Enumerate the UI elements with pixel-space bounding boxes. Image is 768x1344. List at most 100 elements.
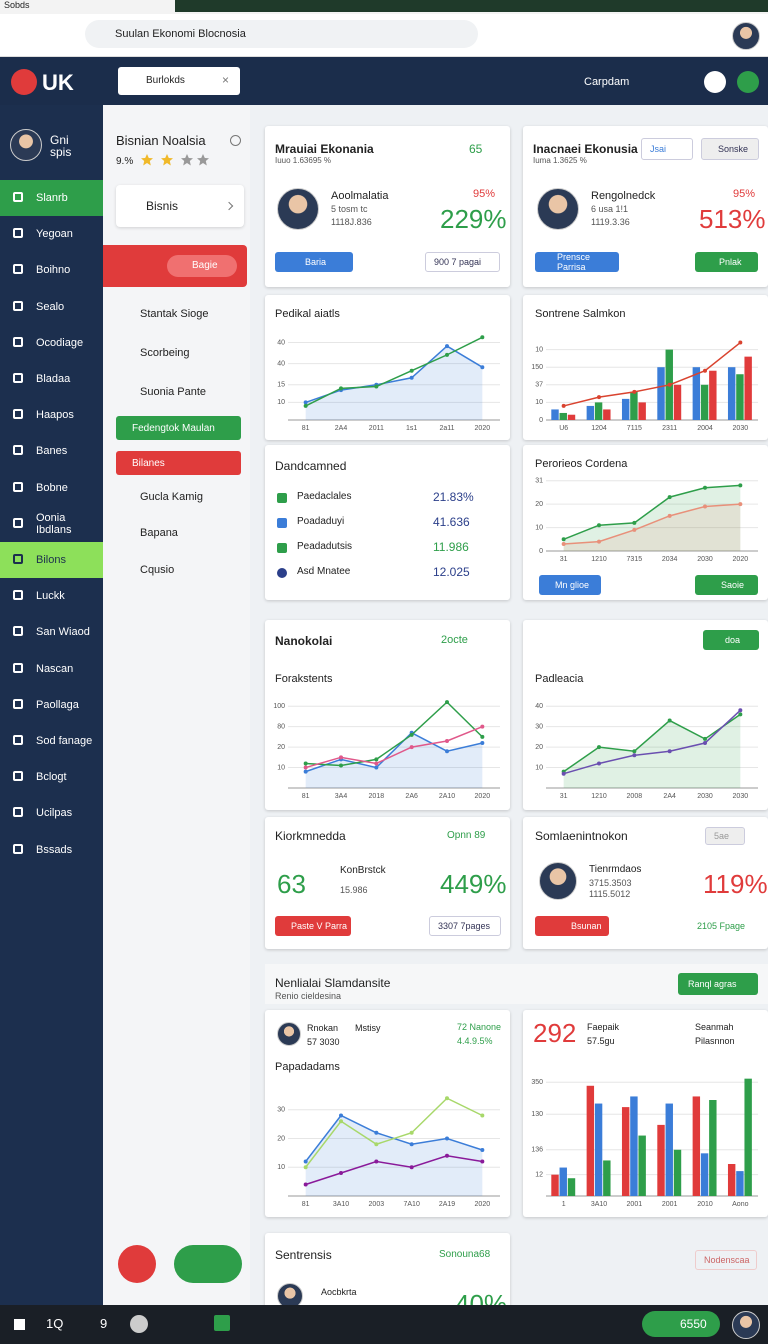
bar bbox=[657, 367, 665, 420]
x-tick-label: 81 bbox=[302, 425, 310, 432]
select[interactable]: 2105 Fpage bbox=[697, 921, 746, 931]
sidebar-item[interactable]: Bobne bbox=[0, 470, 103, 506]
panel-search[interactable]: Bisnis bbox=[116, 185, 244, 227]
select[interactable]: 3307 7pages bbox=[429, 916, 501, 936]
bar bbox=[744, 356, 752, 420]
avatar[interactable] bbox=[732, 22, 760, 50]
chart-card: Pedikal aiatls bbox=[265, 295, 510, 440]
logo[interactable]: UK bbox=[42, 70, 74, 95]
sidebar-item[interactable]: San Wiaod bbox=[0, 614, 103, 650]
taskbar: 1Q 9 6550 bbox=[0, 1305, 768, 1344]
y-tick-label: 136 bbox=[531, 1147, 543, 1154]
sidebar-item[interactable]: Sod fanage bbox=[0, 723, 103, 759]
point bbox=[561, 403, 566, 408]
close[interactable]: × bbox=[222, 73, 230, 87]
big-value: 119% bbox=[703, 869, 768, 899]
bar bbox=[744, 1078, 752, 1196]
sidebar-item[interactable]: Slanrb bbox=[0, 180, 103, 216]
green-button[interactable]: Fedengtok Maulan bbox=[116, 416, 241, 440]
point bbox=[738, 708, 743, 713]
x-tick-label: 2010 bbox=[697, 1201, 713, 1208]
sidebar-item[interactable]: Bssads bbox=[0, 832, 103, 868]
point bbox=[480, 335, 485, 340]
sidebar-item[interactable]: Paollaga bbox=[0, 687, 103, 723]
tag-bar: Bagie bbox=[103, 245, 247, 287]
point bbox=[445, 1153, 449, 1158]
y-tick-label: 37 bbox=[535, 382, 543, 389]
name: Aoolmalatia bbox=[331, 190, 389, 202]
sidebar-item[interactable]: Bilons bbox=[0, 542, 103, 578]
button[interactable]: Baria bbox=[275, 252, 353, 272]
sidebar-item[interactable]: Haapos bbox=[0, 397, 103, 433]
button[interactable]: Saoie bbox=[695, 575, 758, 595]
point bbox=[374, 1159, 379, 1164]
select[interactable]: Nodenscaa bbox=[695, 1250, 757, 1270]
address-bar[interactable]: Suulan Ekonomi Blocnosia bbox=[85, 20, 478, 48]
user[interactable]: Carpdam bbox=[584, 76, 630, 88]
stars bbox=[141, 154, 209, 166]
button[interactable]: Paste V Parra bbox=[275, 916, 351, 936]
x-tick-label: 2008 bbox=[627, 793, 643, 800]
sidebar-item[interactable]: Ocodiage bbox=[0, 325, 103, 361]
name: Mstisy bbox=[355, 1023, 381, 1033]
legend-item: Pilasnnon bbox=[695, 1036, 735, 1046]
chip[interactable]: Jsai bbox=[641, 138, 693, 160]
panel-link[interactable]: Cqusio bbox=[140, 564, 175, 576]
x-tick-label: 1210 bbox=[591, 793, 607, 800]
taskbar-item[interactable]: 1Q bbox=[46, 1316, 64, 1331]
sidebar-item[interactable]: Sealo bbox=[0, 289, 103, 325]
button[interactable]: Ranql agras bbox=[678, 973, 758, 995]
card-title: Kiorkmnedda bbox=[275, 829, 346, 843]
line bbox=[305, 336, 483, 407]
card-title: Somlaenintnokon bbox=[535, 829, 628, 843]
panel-item[interactable]: Suonia Pante bbox=[140, 386, 207, 398]
sidebar-item[interactable]: Nascan bbox=[0, 651, 103, 687]
status-pill[interactable]: 6550 bbox=[642, 1311, 720, 1337]
line bbox=[563, 713, 741, 773]
bar bbox=[630, 391, 638, 420]
bar bbox=[700, 1153, 709, 1196]
sidebar-item[interactable]: Yegoan bbox=[0, 216, 103, 252]
button[interactable]: Pnlak bbox=[695, 252, 758, 272]
button[interactable]: doa bbox=[703, 630, 759, 650]
button[interactable]: Bsunan bbox=[535, 916, 609, 936]
panel-item[interactable]: Stantak Sioge bbox=[140, 308, 209, 320]
x-tick-label: 3A4 bbox=[335, 793, 348, 800]
big-value: 292 bbox=[533, 1018, 577, 1048]
line bbox=[563, 503, 741, 545]
sidebar-item[interactable]: Bclogt bbox=[0, 759, 103, 795]
chip[interactable]: Sonske bbox=[701, 138, 759, 160]
x-tick-label: U6 bbox=[559, 425, 568, 432]
sidebar-item[interactable]: Bladaa bbox=[0, 361, 103, 397]
bar bbox=[551, 409, 559, 420]
red-button[interactable]: Bilanes bbox=[116, 451, 241, 475]
chart: 0 10 20 31 31 1210 7315 2034 2030 2020 bbox=[535, 478, 758, 563]
chip[interactable]: 5ae bbox=[705, 827, 745, 845]
button[interactable]: Prensce Parrisa bbox=[535, 252, 619, 272]
search[interactable]: Burlokds × bbox=[118, 67, 240, 95]
bar bbox=[673, 1149, 682, 1196]
x-tick-label: 2034 bbox=[662, 556, 678, 563]
panel-link[interactable]: Gucla Kamig bbox=[140, 491, 203, 503]
sidebar-item[interactable]: Oonia Ibdlans bbox=[0, 506, 103, 542]
row-label: Poadaduyi bbox=[297, 516, 345, 527]
select[interactable]: 900 7 pagai bbox=[425, 252, 500, 272]
bar bbox=[559, 412, 567, 420]
point bbox=[303, 769, 308, 774]
button[interactable]: Mn glioe bbox=[539, 575, 601, 595]
tab[interactable]: Sobds bbox=[4, 0, 30, 10]
sidebar-item[interactable]: Boihno bbox=[0, 252, 103, 288]
legend-item: Seanmah bbox=[695, 1022, 734, 1032]
taskbar-item[interactable]: 9 bbox=[100, 1316, 108, 1331]
line: 57.5gu bbox=[587, 1036, 615, 1046]
bar bbox=[567, 1178, 576, 1196]
tag[interactable]: Bagie bbox=[167, 255, 237, 277]
sidebar-item[interactable]: Luckk bbox=[0, 578, 103, 614]
sidebar-item[interactable]: Ucilpas bbox=[0, 795, 103, 831]
y-tick-label: 30 bbox=[535, 724, 543, 731]
panel-link[interactable]: Bapana bbox=[140, 527, 178, 539]
sidebar-item[interactable]: Banes bbox=[0, 433, 103, 469]
y-tick-label: 12 bbox=[535, 1172, 543, 1179]
panel-item[interactable]: Scorbeing bbox=[140, 347, 190, 359]
point bbox=[445, 1136, 449, 1141]
